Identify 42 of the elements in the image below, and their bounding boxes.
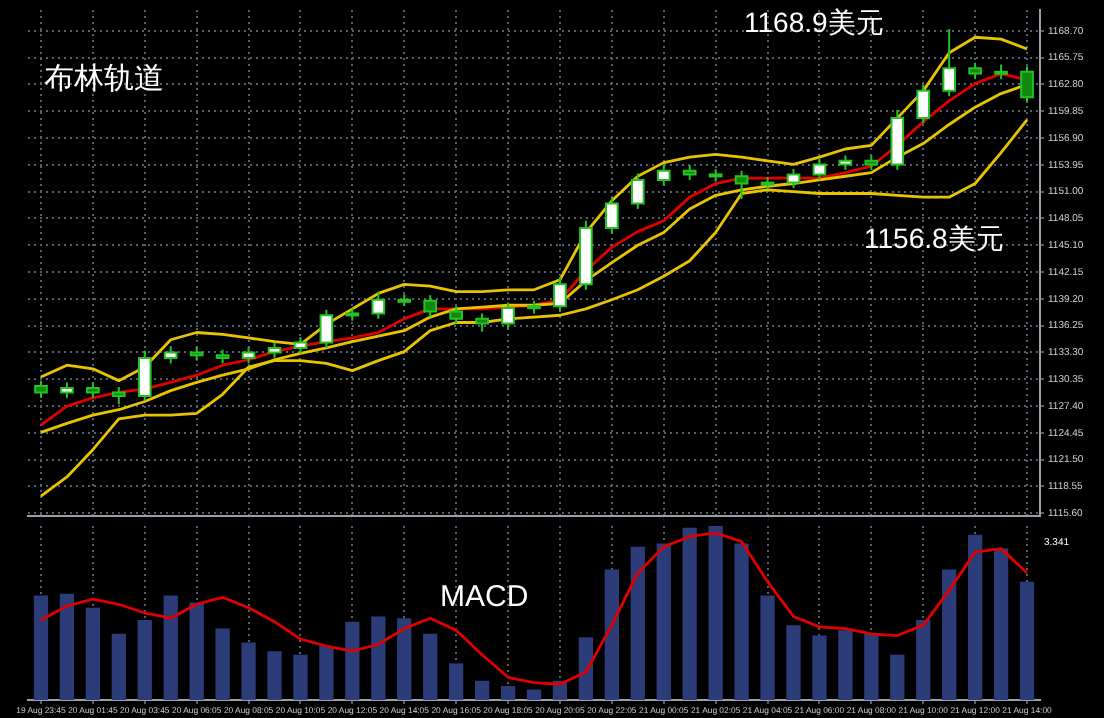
bar	[267, 651, 282, 700]
bar	[474, 680, 490, 700]
bar	[85, 607, 101, 700]
bar	[786, 625, 801, 700]
bar	[760, 595, 775, 700]
bar	[500, 686, 516, 700]
bar	[526, 689, 542, 700]
bar	[734, 543, 749, 700]
bar	[993, 548, 1009, 700]
bar	[189, 602, 204, 700]
bar	[708, 526, 723, 700]
bar	[241, 642, 256, 700]
bar	[345, 621, 360, 700]
bar	[864, 633, 879, 700]
bar	[812, 635, 827, 700]
bar	[449, 663, 464, 700]
bar	[942, 569, 957, 700]
bar	[630, 546, 645, 700]
bar	[59, 593, 75, 700]
bar	[916, 619, 931, 700]
bar	[967, 534, 983, 700]
bar	[319, 646, 334, 700]
annotation: 布林轨道	[44, 62, 164, 97]
bar	[293, 654, 308, 700]
bar	[838, 630, 853, 700]
bar	[423, 633, 438, 700]
bar	[215, 628, 230, 700]
bar	[682, 527, 697, 700]
bar	[397, 618, 412, 700]
annotation: 1156.8美元	[864, 221, 1004, 254]
bar	[1019, 581, 1035, 700]
bar	[890, 654, 905, 700]
bar	[33, 595, 49, 700]
bar	[578, 637, 594, 700]
bar	[163, 595, 178, 700]
bar	[656, 543, 671, 700]
bar	[604, 569, 619, 700]
bar	[371, 616, 386, 700]
annotation: MACD	[440, 580, 529, 615]
bar	[137, 619, 152, 700]
bar	[111, 633, 126, 700]
annotation: 1168.9美元	[744, 5, 884, 38]
